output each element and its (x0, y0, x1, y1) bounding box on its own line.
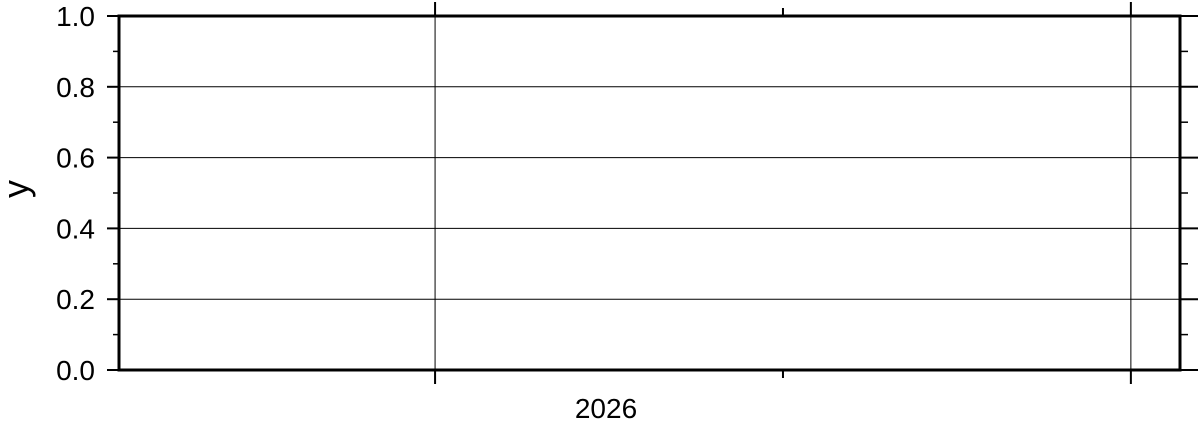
y-axis-ticks (107, 15, 1198, 371)
y-tick-labels: 0.0 0.2 0.4 0.6 0.8 1.0 (56, 1, 95, 386)
y-tick-label: 0.4 (56, 213, 95, 244)
y-tick-label: 0.0 (56, 355, 95, 386)
grid-lines (119, 2, 1198, 382)
y-axis-label: y (0, 180, 36, 198)
x-year-label: 2026 (575, 393, 637, 421)
y-tick-label: 0.2 (56, 284, 95, 315)
plot-frame (117, 14, 1182, 372)
y-tick-label: 0.6 (56, 143, 95, 174)
y-tick-label: 1.0 (56, 1, 95, 32)
y-tick-label: 0.8 (56, 72, 95, 103)
x-tick-labels: 2026 (575, 393, 637, 421)
